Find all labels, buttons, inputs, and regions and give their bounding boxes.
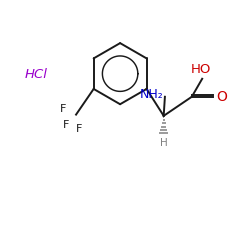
Text: O: O (216, 90, 227, 104)
Text: H: H (160, 138, 168, 148)
Text: HO: HO (191, 63, 211, 76)
Text: F: F (76, 124, 82, 134)
Text: F: F (60, 104, 66, 114)
Text: NH₂: NH₂ (140, 88, 163, 101)
Text: HCl: HCl (24, 68, 47, 82)
Text: F: F (62, 120, 69, 130)
